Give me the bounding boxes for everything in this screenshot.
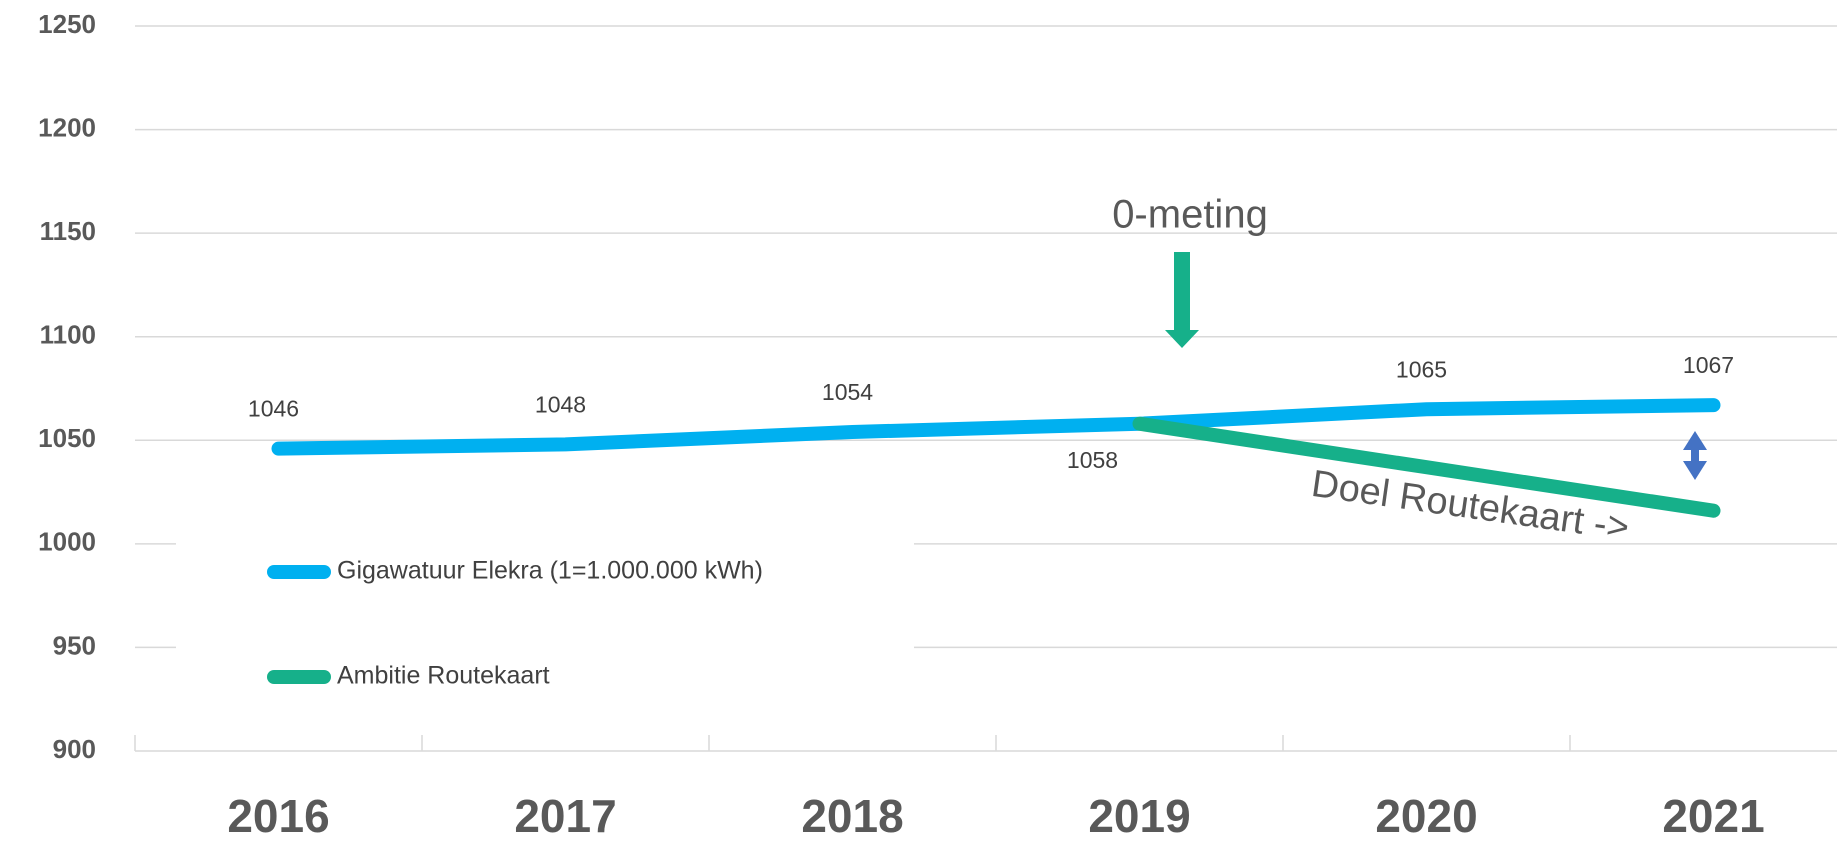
data-label: 1046	[248, 396, 299, 422]
series-line	[271, 398, 1721, 456]
y-tick-label: 1200	[38, 112, 96, 142]
series-line	[1132, 416, 1721, 518]
data-label: 1067	[1683, 352, 1734, 378]
x-tick-label: 2020	[1375, 790, 1477, 842]
y-tick-label: 1250	[38, 9, 96, 39]
legend-label: Gigawatuur Elekra (1=1.000.000 kWh)	[337, 557, 763, 585]
y-tick-label: 1100	[40, 320, 96, 350]
x-tick-label: 2021	[1662, 790, 1764, 842]
data-label: 1065	[1396, 356, 1447, 382]
annotation: 0-meting	[1112, 193, 1268, 237]
arrow	[1165, 252, 1199, 348]
y-tick-label: 1050	[38, 423, 96, 453]
x-tick-label: 2018	[801, 790, 903, 842]
y-tick-label: 950	[53, 630, 96, 660]
x-axis-ticks	[134, 735, 1571, 751]
data-label: 1054	[822, 379, 873, 405]
x-tick-label: 2017	[514, 790, 616, 842]
legend-label: Ambitie Routekaart	[337, 662, 550, 690]
grid	[135, 25, 1837, 752]
x-tick-label: 2019	[1088, 790, 1190, 842]
y-tick-label: 1150	[40, 216, 96, 246]
y-tick-label: 1000	[38, 527, 96, 557]
data-label: 1048	[535, 392, 586, 418]
plot	[271, 398, 1721, 518]
double-arrow	[1683, 431, 1707, 480]
x-tick-label: 2016	[227, 790, 329, 842]
y-tick-label: 900	[53, 734, 96, 764]
data-label: 1058	[1067, 447, 1118, 473]
